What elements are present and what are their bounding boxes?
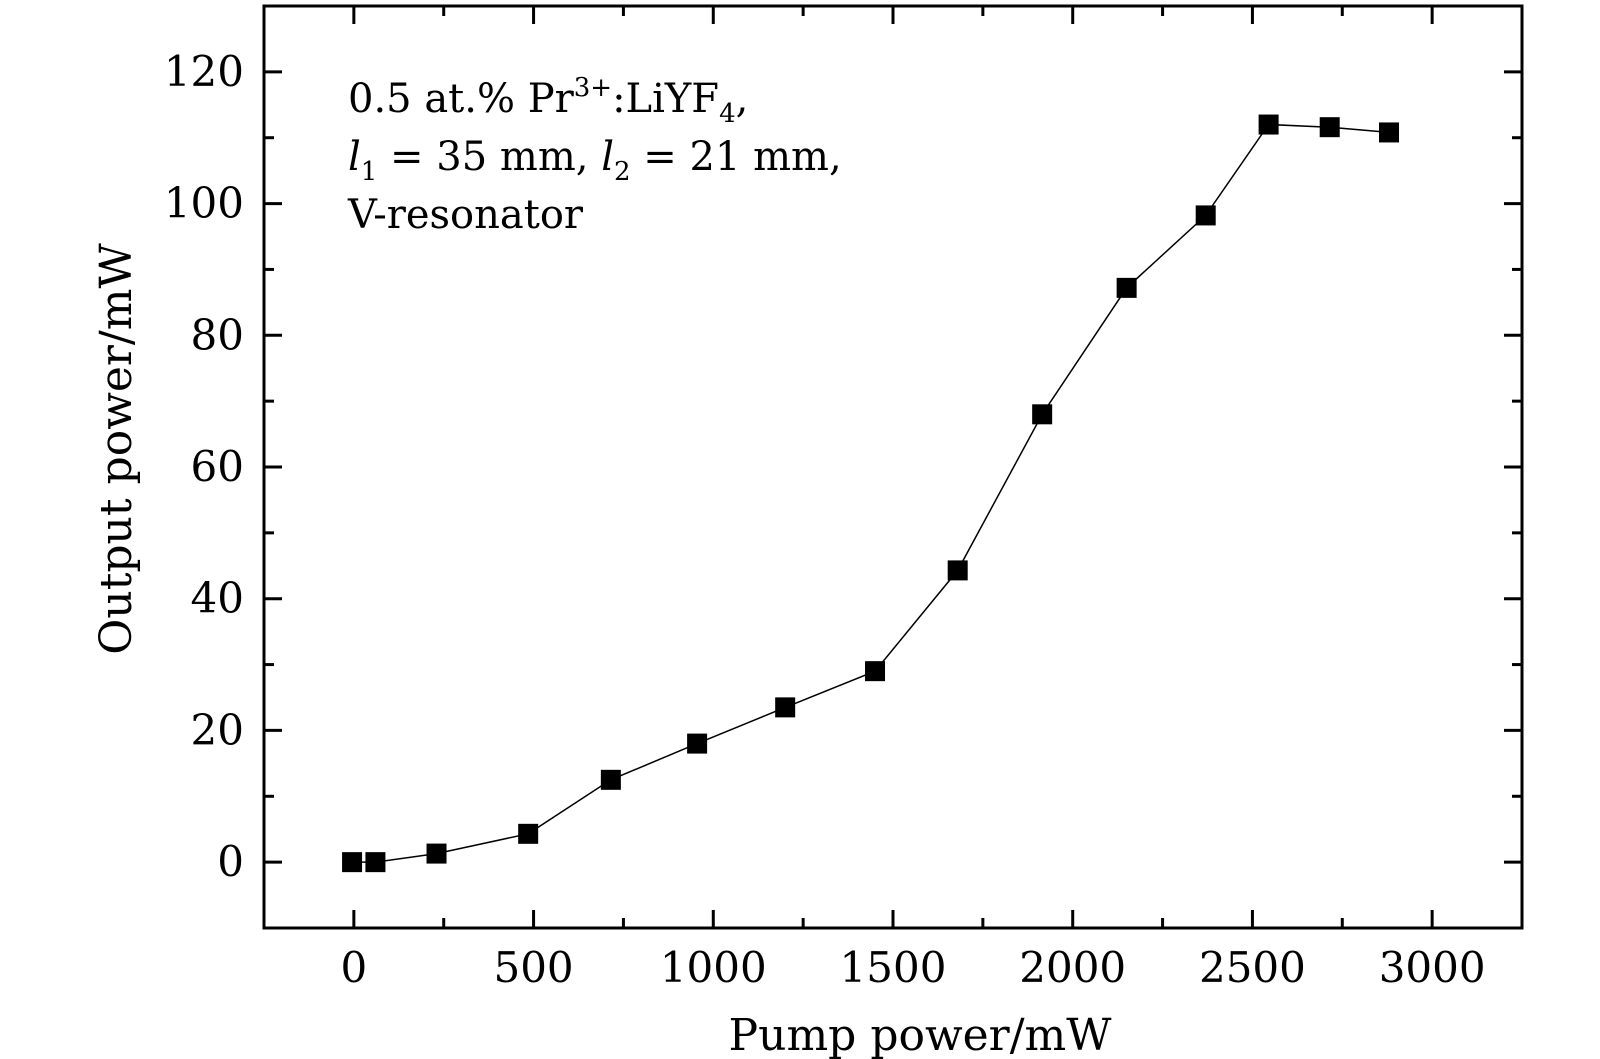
data-point: [1195, 205, 1216, 226]
data-point: [1032, 404, 1053, 425]
y-tick-label: 0: [217, 837, 244, 886]
y-tick-label: 80: [191, 310, 244, 359]
data-point: [1319, 117, 1340, 138]
axis-ticks: [264, 6, 1522, 928]
y-tick-label: 40: [191, 574, 244, 623]
series-markers: [342, 114, 1400, 873]
data-point: [518, 823, 539, 844]
x-tick-label: 0: [340, 943, 367, 992]
data-point: [865, 661, 886, 682]
data-point: [775, 697, 796, 718]
y-tick-label: 20: [191, 705, 244, 754]
data-point: [687, 733, 708, 754]
y-tick-label: 100: [164, 179, 244, 228]
x-tick-label: 3000: [1379, 943, 1486, 992]
x-tick-label: 500: [493, 943, 573, 992]
data-point: [365, 852, 386, 873]
axis-tick-labels: 0 500 1000 1500 2000 2500 3000 0 20 40 60 80 100 120: [164, 47, 1486, 992]
annotation-line-1: 0.5 at.% Pr3+:LiYF4,: [348, 73, 748, 129]
annotation-line-2: l1 = 35 mm, l2 = 21 mm,: [348, 134, 842, 187]
y-tick-label: 120: [164, 47, 244, 96]
data-point: [600, 769, 621, 790]
data-point: [342, 852, 363, 873]
y-axis-title: Output power/mW: [91, 243, 142, 655]
data-point: [1379, 122, 1400, 143]
data-point: [426, 843, 447, 864]
annotation-line-3: V-resonator: [347, 192, 584, 238]
x-tick-label: 2000: [1019, 943, 1126, 992]
data-point: [1116, 277, 1137, 298]
data-point: [1258, 114, 1279, 135]
x-tick-label: 2500: [1199, 943, 1306, 992]
x-tick-label: 1000: [660, 943, 767, 992]
x-axis-title: Pump power/mW: [729, 1010, 1113, 1059]
data-point: [947, 560, 968, 581]
x-tick-label: 1500: [840, 943, 947, 992]
y-tick-label: 60: [191, 442, 244, 491]
annotation: 0.5 at.% Pr3+:LiYF4, l1 = 35 mm, l2 = 21…: [347, 73, 842, 238]
